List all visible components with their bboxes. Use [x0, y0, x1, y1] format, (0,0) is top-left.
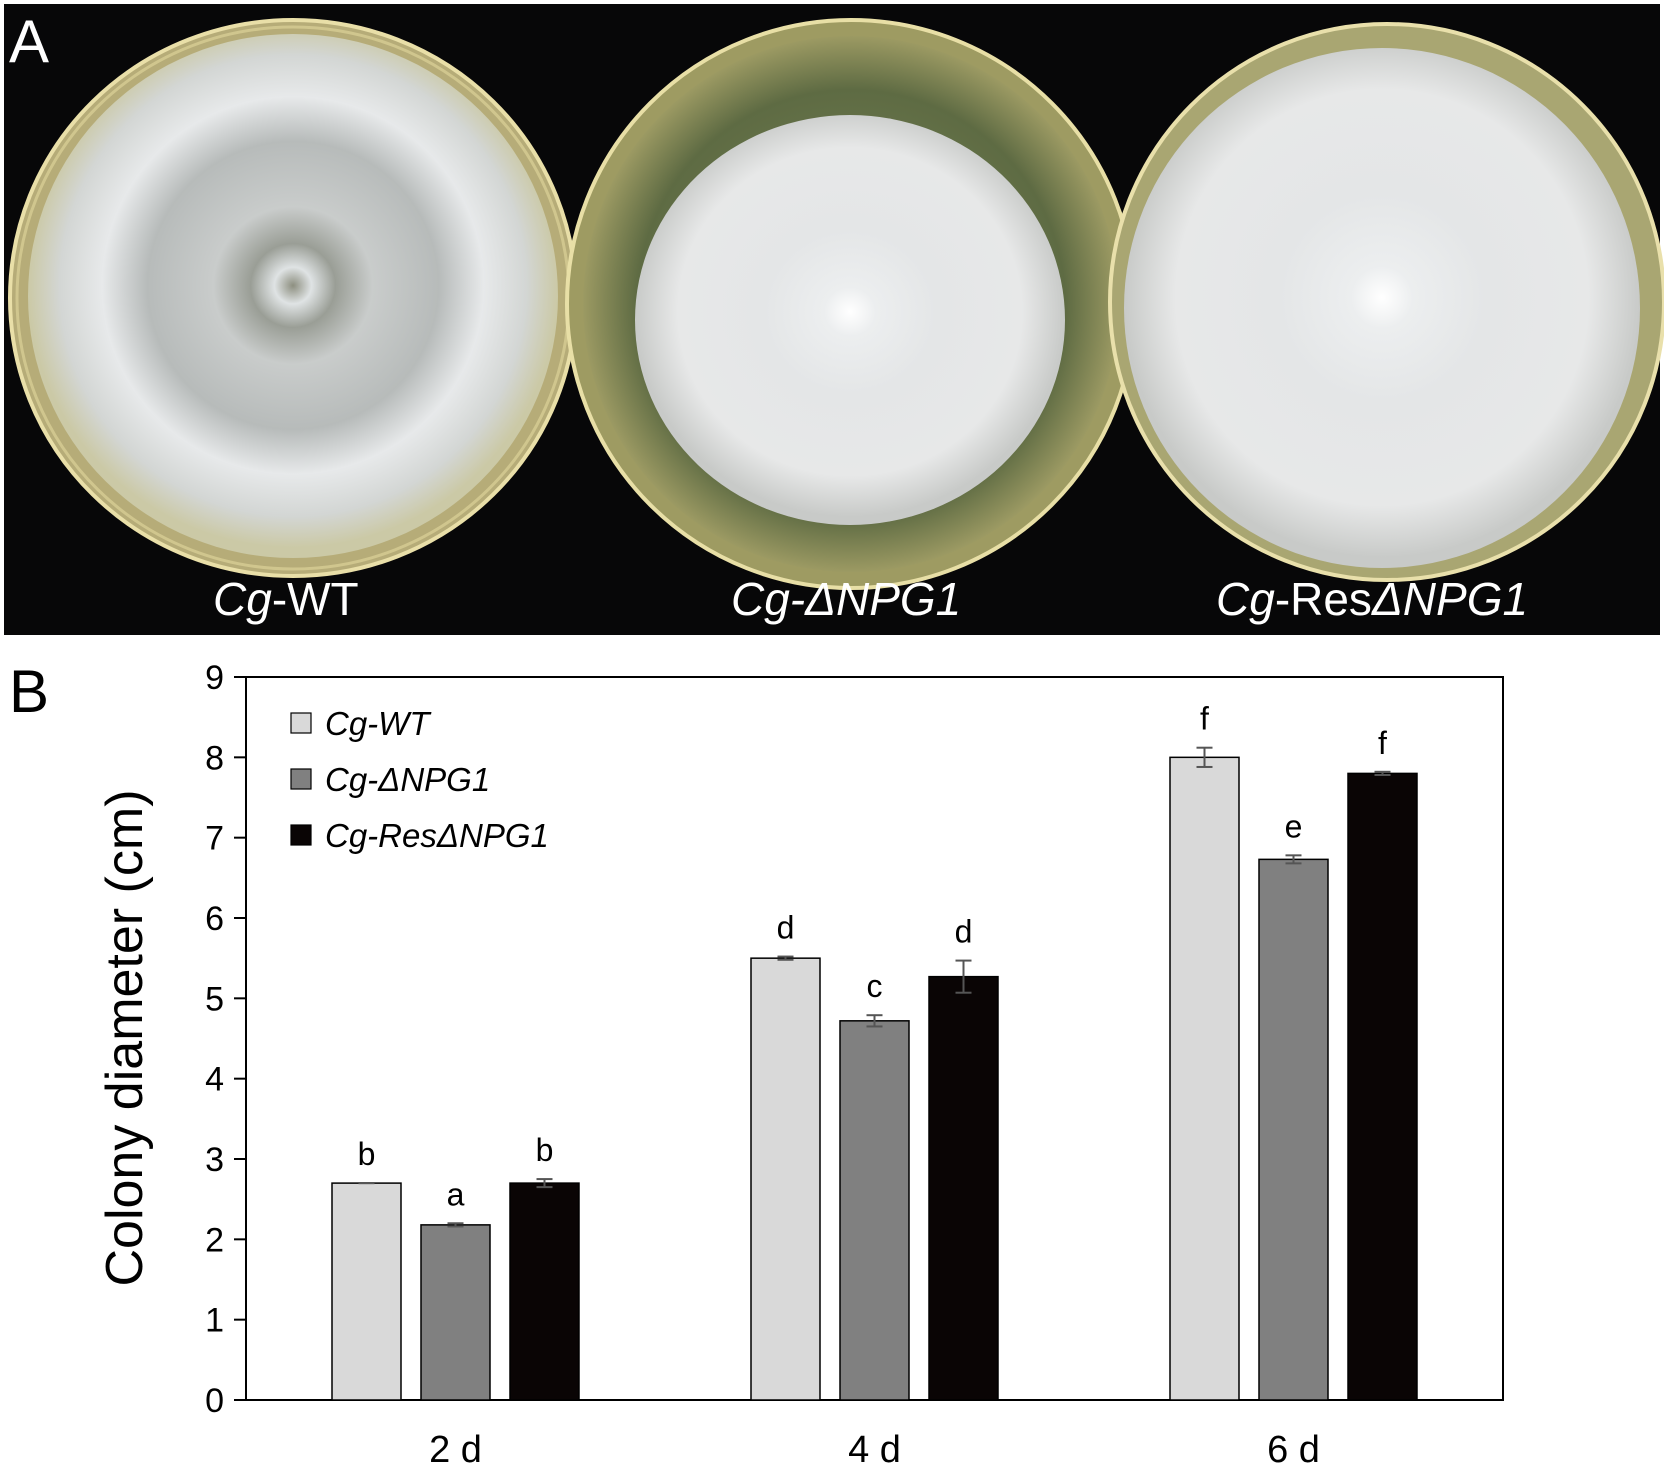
plate-delta-npg1 — [565, 18, 1137, 590]
y-tick-label: 9 — [205, 659, 224, 697]
y-axis: 0 1 2 3 4 5 6 7 8 9 — [205, 659, 246, 1420]
plate-res-delta-npg1 — [1108, 22, 1664, 582]
legend-swatch — [290, 824, 312, 846]
legend: Cg-WT Cg-ΔNPG1 Cg-ResΔNPG1 — [290, 705, 549, 854]
significance-letter: b — [536, 1132, 554, 1168]
legend-label: Cg-ΔNPG1 — [325, 761, 490, 798]
x-axis: 2 d 4 d 6 d — [429, 1429, 1320, 1471]
y-tick-label: 4 — [205, 1061, 224, 1099]
x-tick-label: 6 d — [1267, 1429, 1320, 1471]
plate-label-delta-npg1: Cg-ΔNPG1 — [731, 573, 961, 625]
significance-letter: a — [447, 1176, 465, 1212]
svg-text:Cg-ΔNPG1: Cg-ΔNPG1 — [731, 573, 961, 625]
legend-swatch — [290, 768, 312, 790]
bar — [331, 1182, 402, 1401]
y-tick-label: 3 — [205, 1141, 224, 1179]
bar — [928, 975, 999, 1401]
significance-letter: f — [1378, 725, 1387, 761]
significance-letter: d — [777, 910, 795, 946]
x-tick-label: 4 d — [848, 1429, 901, 1471]
x-tick-label: 2 d — [429, 1429, 482, 1471]
y-tick-label: 2 — [205, 1221, 224, 1259]
significance-letter: c — [867, 968, 883, 1004]
plate-label-wt: Cg-WT — [213, 573, 359, 625]
bar — [1258, 858, 1329, 1401]
svg-text:Cg-ResΔNPG1: Cg-ResΔNPG1 — [1216, 573, 1528, 625]
y-tick-label: 7 — [205, 820, 224, 858]
y-tick-label: 5 — [205, 980, 224, 1018]
bar — [1347, 772, 1418, 1401]
legend-label: Cg-WT — [325, 705, 432, 742]
y-tick-label: 8 — [205, 739, 224, 777]
significance-letter: d — [955, 914, 973, 950]
significance-letter: e — [1285, 808, 1303, 844]
chart: 0 1 2 3 4 5 6 7 8 9 2 d 4 d 6 d b a b d c d f e f Colony di… — [96, 659, 1504, 1471]
y-tick-label: 0 — [205, 1382, 224, 1420]
panel-letter-a: A — [9, 8, 49, 75]
plate-wt — [8, 18, 578, 578]
legend-swatch — [290, 712, 312, 734]
y-tick-label: 1 — [205, 1302, 224, 1340]
svg-text:Cg-WT: Cg-WT — [213, 573, 359, 625]
y-axis-title: Colony diameter (cm) — [96, 789, 154, 1286]
bar — [1169, 756, 1240, 1401]
y-tick-label: 6 — [205, 900, 224, 938]
bar — [509, 1182, 580, 1401]
significance-letter: f — [1200, 701, 1209, 737]
bar — [839, 1020, 910, 1401]
bar — [750, 957, 821, 1401]
plate-label-res-delta-npg1: Cg-ResΔNPG1 — [1216, 573, 1528, 625]
legend-label: Cg-ResΔNPG1 — [325, 817, 549, 854]
panel-letter-b: B — [9, 658, 49, 725]
significance-letter: b — [358, 1136, 376, 1172]
bars: b a b d c d f e f — [331, 701, 1418, 1401]
bar — [420, 1224, 491, 1401]
